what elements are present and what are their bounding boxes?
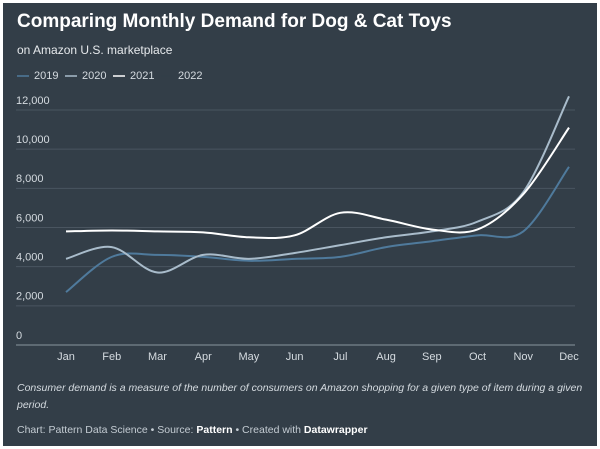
y-tick-label: 8,000 — [16, 173, 44, 185]
y-tick-label: 10,000 — [16, 134, 50, 146]
legend: 2019 2020 2021 2022 — [17, 70, 202, 82]
y-tick-label: 12,000 — [16, 95, 50, 107]
credit-text: Pattern — [196, 424, 232, 436]
legend-label: 2020 — [82, 70, 106, 82]
background — [3, 3, 597, 446]
legend-label: 2022 — [178, 70, 202, 82]
x-tick-label: Sep — [422, 351, 442, 363]
series-line — [65, 166, 570, 293]
x-tick-label: Jan — [57, 351, 75, 363]
x-tick-label: Jul — [333, 351, 347, 363]
y-tick-label: 2,000 — [16, 291, 44, 303]
x-tick-label: Mar — [148, 351, 167, 363]
legend-label: 2019 — [34, 70, 58, 82]
x-tick-label: Nov — [513, 351, 533, 363]
note: period. — [16, 399, 49, 411]
legend-label: 2021 — [130, 70, 154, 82]
chart-subtitle: on Amazon U.S. marketplace — [17, 43, 173, 57]
x-tick-label: May — [239, 351, 260, 363]
x-tick-label: Oct — [469, 351, 486, 363]
x-tick-label: Apr — [195, 351, 212, 363]
x-tick-label: Jun — [286, 351, 304, 363]
y-tick-label: 6,000 — [16, 212, 44, 224]
credit-text: • Created with — [233, 424, 304, 436]
series-line — [65, 127, 570, 240]
y-tick-label: 4,000 — [16, 252, 44, 264]
note: Consumer demand is a measure of the numb… — [17, 382, 582, 394]
x-tick-label: Feb — [102, 351, 121, 363]
series-line — [65, 95, 570, 274]
credit-text: Chart: Pattern Data Science • Source: — [17, 424, 196, 436]
x-tick-label: Dec — [559, 351, 579, 363]
credit-text: Datawrapper — [304, 424, 368, 436]
chart-title: Comparing Monthly Demand for Dog & Cat T… — [17, 11, 452, 32]
credit: Chart: Pattern Data Science • Source: Pa… — [17, 424, 368, 436]
y-tick-label: 0 — [16, 330, 22, 342]
x-tick-label: Aug — [376, 351, 396, 363]
